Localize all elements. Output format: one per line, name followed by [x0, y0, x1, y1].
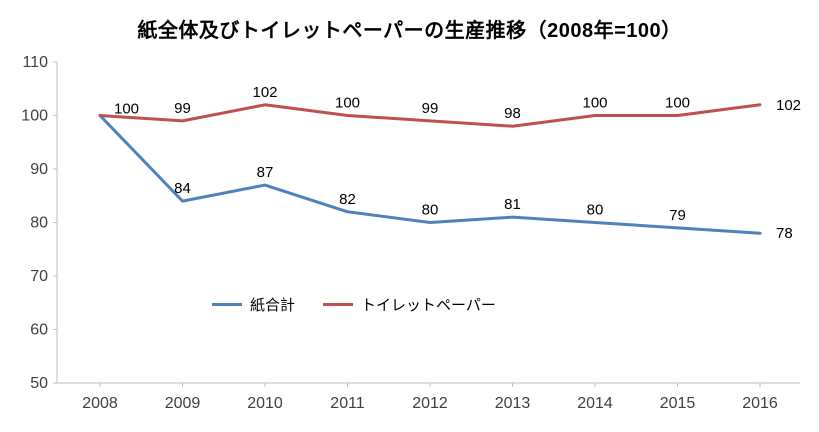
series-line [98, 114, 762, 235]
x-tick-label: 2016 [742, 395, 778, 412]
x-tick-label: 2014 [577, 395, 613, 412]
data-label: 78 [776, 225, 793, 242]
data-label: 100 [665, 95, 690, 112]
data-label: 87 [257, 164, 274, 181]
data-label: 98 [504, 105, 521, 122]
x-tick-label: 2012 [412, 395, 448, 412]
y-tick-label: 80 [30, 215, 48, 232]
x-tick-label: 2015 [660, 395, 696, 412]
data-label: 100 [335, 95, 360, 112]
data-label: 102 [252, 84, 277, 101]
y-tick-label: 100 [21, 108, 48, 125]
x-tick-label: 2011 [330, 395, 365, 412]
y-tick-label: 90 [30, 161, 48, 178]
data-label: 82 [339, 191, 356, 208]
y-tick-label: 70 [30, 268, 48, 285]
chart-title: 紙全体及びトイレットペーパーの生産推移（2008年=100） [137, 20, 682, 42]
legend: 紙合計 トイレットペーパー [212, 294, 496, 315]
y-tick-label: 50 [30, 375, 48, 392]
y-tick-label: 60 [30, 322, 48, 339]
data-label: 84 [174, 180, 191, 197]
data-label: 100 [114, 101, 139, 118]
x-tick-label: 2008 [82, 395, 118, 412]
data-label: 80 [587, 202, 604, 219]
legend-line-swatch [323, 303, 354, 306]
x-tick-label: 2009 [165, 395, 201, 412]
legend-label: 紙合計 [250, 297, 296, 314]
data-label: 81 [504, 196, 521, 213]
x-tick-label: 2010 [247, 395, 283, 412]
data-label: 102 [776, 97, 801, 114]
y-tick-label: 110 [22, 54, 48, 71]
data-label: 100 [582, 95, 607, 112]
x-tick-label: 2013 [495, 395, 531, 412]
legend-line-swatch [212, 303, 242, 306]
legend-item-paper-total: 紙合計 [212, 294, 295, 315]
series-line [98, 103, 762, 128]
data-label: 99 [422, 100, 439, 117]
legend-label: トイレットペーパー [361, 297, 496, 314]
data-label: 79 [669, 207, 686, 224]
data-label: 80 [422, 202, 439, 219]
data-label: 99 [174, 100, 191, 117]
legend-item-toilet-paper: トイレットペーパー [323, 294, 496, 315]
